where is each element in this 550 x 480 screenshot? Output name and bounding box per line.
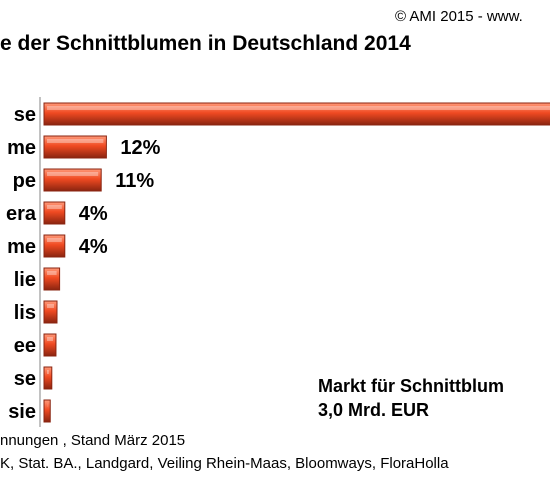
category-label: me <box>7 236 36 258</box>
bar <box>43 135 107 159</box>
bar <box>43 300 58 324</box>
category-label: lie <box>14 269 36 291</box>
category-label: lis <box>14 302 36 324</box>
bar-highlight <box>47 172 99 176</box>
bar-highlight <box>47 205 62 209</box>
bar <box>43 234 66 258</box>
bar-chart: se me 12% pe 11% era 4% me 4% lie lis ee se sie <box>6 97 550 427</box>
category-label: ee <box>14 335 36 357</box>
bar <box>43 102 550 126</box>
bar <box>43 267 61 291</box>
bar-highlight <box>47 337 53 341</box>
category-label: se <box>14 368 36 390</box>
bar-highlight <box>47 238 62 242</box>
bar <box>43 333 57 357</box>
data-label: 11% <box>115 170 154 192</box>
chart-title: e der Schnittblumen in Deutschland 2014 <box>0 32 411 55</box>
bar-highlight <box>47 304 54 308</box>
data-label: 12% <box>120 137 160 159</box>
category-label: era <box>6 203 37 225</box>
category-label: sie <box>8 401 36 423</box>
footer-source-date: nnungen , Stand März 2015 <box>0 432 186 449</box>
bar <box>43 168 102 192</box>
bar <box>43 399 51 423</box>
category-label: se <box>14 104 36 126</box>
market-note-line1: Markt für Schnittblum <box>318 376 505 396</box>
market-note-line2: 3,0 Mrd. EUR <box>318 400 430 420</box>
copyright-text: © AMI 2015 - www. <box>395 8 523 25</box>
bar-highlight <box>47 106 550 110</box>
bar <box>43 366 53 390</box>
market-note: Markt für Schnittblum 3,0 Mrd. EUR <box>318 374 504 422</box>
category-label: pe <box>13 170 36 192</box>
footer-sources: K, Stat. BA., Landgard, Veiling Rhein-Ma… <box>0 455 449 472</box>
category-label: me <box>7 137 36 159</box>
data-label: 4% <box>79 236 108 258</box>
data-label: 4% <box>79 203 108 225</box>
bar <box>43 201 66 225</box>
bar-highlight <box>47 139 104 143</box>
bar-highlight <box>47 370 49 374</box>
bar-highlight <box>47 271 57 275</box>
